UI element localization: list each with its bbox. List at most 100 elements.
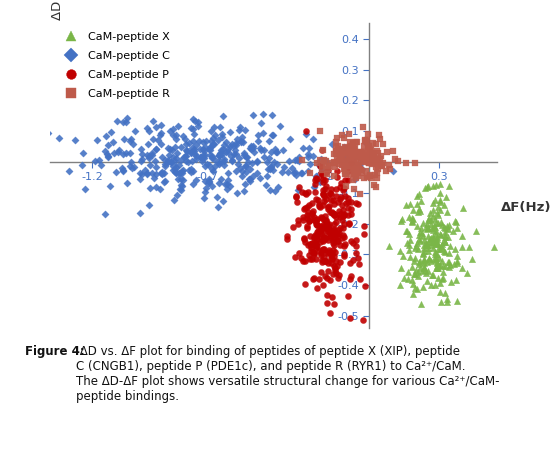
Point: [424, 224, 432, 232]
Point: [407, 263, 416, 270]
Point: [223, 145, 232, 152]
Point: [439, 275, 448, 282]
Point: [424, 182, 432, 189]
Point: [309, 207, 318, 214]
Point: [420, 184, 429, 192]
Point: [118, 151, 127, 158]
Point: [329, 158, 338, 166]
Point: [351, 168, 360, 176]
Point: [347, 142, 356, 150]
Point: [209, 140, 218, 147]
Point: [340, 240, 349, 248]
Point: [217, 134, 226, 141]
Point: [316, 251, 325, 258]
Point: [247, 143, 256, 150]
Point: [376, 155, 384, 163]
Point: [223, 185, 232, 193]
Point: [424, 216, 432, 223]
Point: [424, 255, 433, 262]
Point: [364, 155, 373, 162]
Point: [209, 140, 218, 148]
Point: [321, 235, 330, 242]
Point: [215, 151, 224, 159]
Point: [328, 227, 336, 234]
Point: [430, 222, 439, 230]
Point: [310, 250, 319, 258]
Point: [182, 152, 191, 160]
Point: [323, 291, 331, 299]
Point: [200, 151, 209, 158]
Point: [373, 156, 382, 164]
Point: [301, 128, 310, 135]
Point: [429, 199, 437, 206]
Point: [403, 269, 412, 276]
Point: [324, 223, 333, 231]
Point: [329, 241, 338, 249]
Point: [324, 225, 333, 233]
Point: [433, 240, 442, 248]
Point: [318, 146, 326, 154]
Point: [324, 249, 333, 256]
Point: [256, 120, 265, 127]
Point: [432, 219, 441, 227]
Point: [435, 230, 444, 238]
Point: [323, 275, 331, 282]
Point: [307, 239, 316, 247]
Point: [214, 180, 223, 187]
Point: [195, 145, 204, 152]
Point: [310, 217, 319, 224]
Point: [180, 135, 189, 143]
Point: [321, 176, 330, 183]
Point: [355, 190, 364, 198]
Point: [315, 162, 324, 170]
Point: [164, 159, 173, 166]
Point: [421, 266, 430, 274]
Point: [253, 169, 262, 176]
Point: [316, 238, 325, 246]
Point: [340, 134, 349, 142]
Point: [269, 166, 278, 174]
Point: [378, 141, 387, 148]
Point: [367, 153, 376, 160]
Point: [339, 250, 348, 258]
Point: [436, 298, 445, 305]
Point: [432, 209, 441, 217]
Point: [349, 257, 358, 264]
Point: [184, 159, 193, 166]
Point: [233, 189, 242, 197]
Point: [318, 160, 326, 167]
Point: [151, 145, 160, 153]
Point: [113, 117, 122, 125]
Point: [130, 128, 139, 135]
Point: [297, 254, 306, 262]
Point: [429, 182, 437, 190]
Point: [318, 190, 327, 198]
Point: [210, 123, 219, 131]
Point: [321, 257, 330, 265]
Point: [310, 234, 319, 242]
Point: [343, 198, 352, 206]
Point: [419, 241, 428, 248]
Point: [340, 220, 349, 227]
Point: [363, 174, 372, 181]
Point: [312, 256, 321, 263]
Point: [319, 179, 328, 186]
Point: [431, 248, 440, 256]
Point: [439, 202, 448, 209]
Point: [354, 161, 363, 169]
Point: [320, 234, 329, 242]
Point: [354, 173, 363, 180]
Point: [362, 155, 371, 162]
Point: [346, 166, 355, 173]
Point: [319, 157, 328, 165]
Point: [155, 185, 164, 192]
Point: [300, 238, 309, 246]
Point: [321, 232, 330, 239]
Point: [439, 262, 448, 270]
Point: [378, 162, 387, 170]
Point: [103, 150, 112, 158]
Point: [331, 218, 340, 225]
Point: [181, 147, 190, 154]
Point: [305, 160, 314, 168]
Point: [191, 150, 200, 157]
